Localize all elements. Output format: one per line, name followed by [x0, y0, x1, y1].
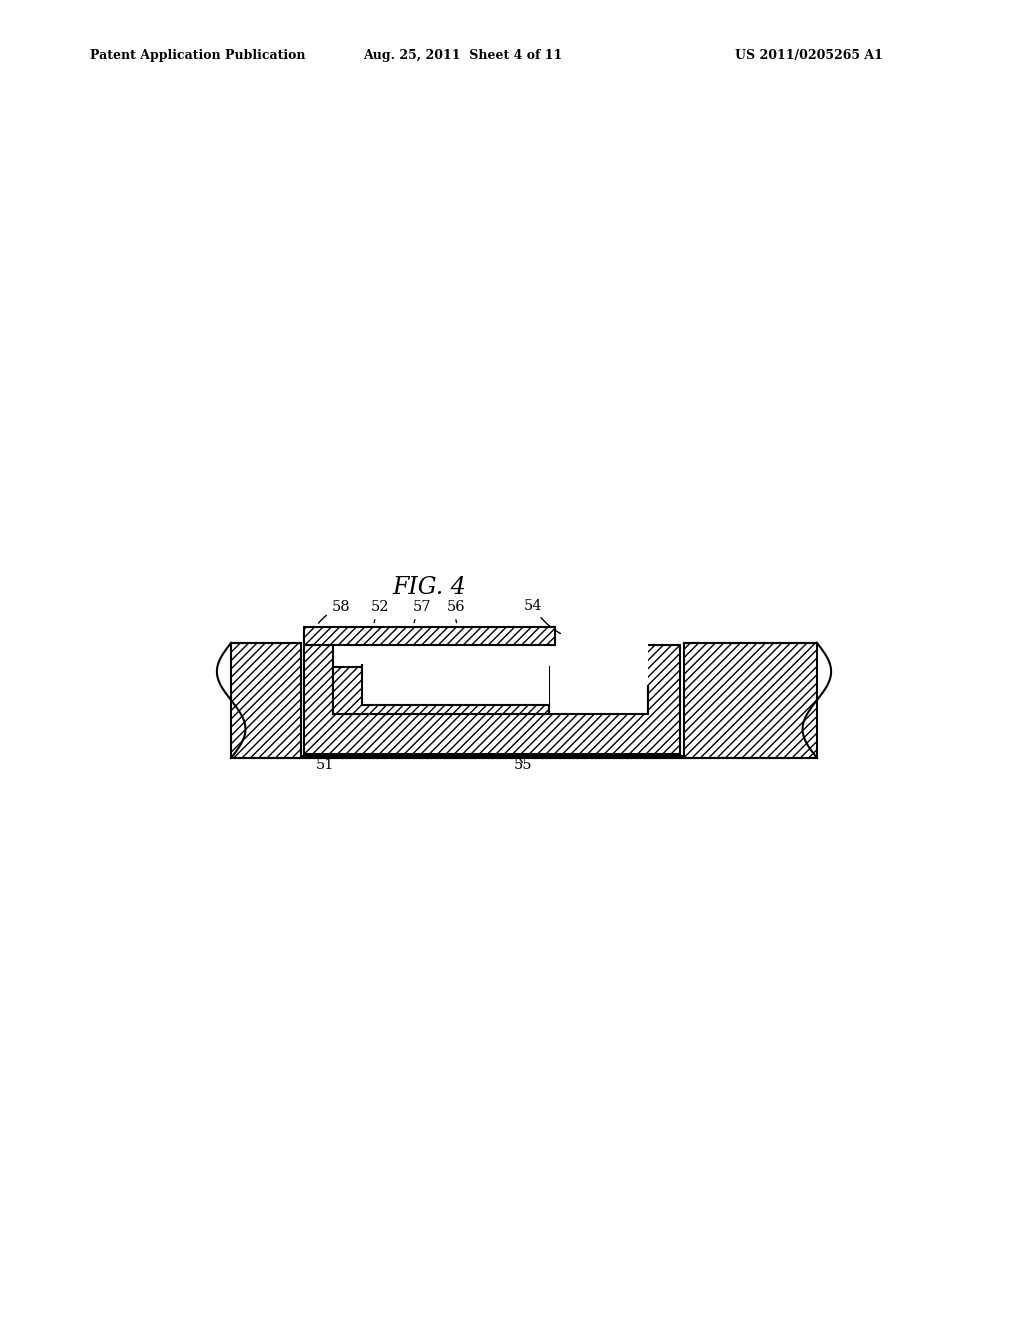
Text: FIG. 4: FIG. 4	[392, 576, 467, 599]
Text: 58: 58	[318, 601, 350, 623]
Text: 51: 51	[312, 755, 334, 772]
Text: 55: 55	[514, 758, 532, 772]
Text: 56: 56	[447, 601, 466, 623]
Text: US 2011/0205265 A1: US 2011/0205265 A1	[735, 49, 883, 62]
Bar	[304, 645, 680, 754]
Bar	[231, 643, 817, 758]
Text: Aug. 25, 2011  Sheet 4 of 11: Aug. 25, 2011 Sheet 4 of 11	[364, 49, 563, 62]
Bar	[333, 667, 549, 714]
Bar	[304, 627, 555, 645]
Text: 54: 54	[523, 599, 560, 634]
Bar	[333, 638, 648, 714]
Text: Patent Application Publication: Patent Application Publication	[90, 49, 305, 62]
Text: 57: 57	[413, 601, 431, 623]
Text: 52: 52	[371, 601, 389, 623]
Bar	[301, 642, 684, 756]
Bar	[362, 663, 549, 705]
